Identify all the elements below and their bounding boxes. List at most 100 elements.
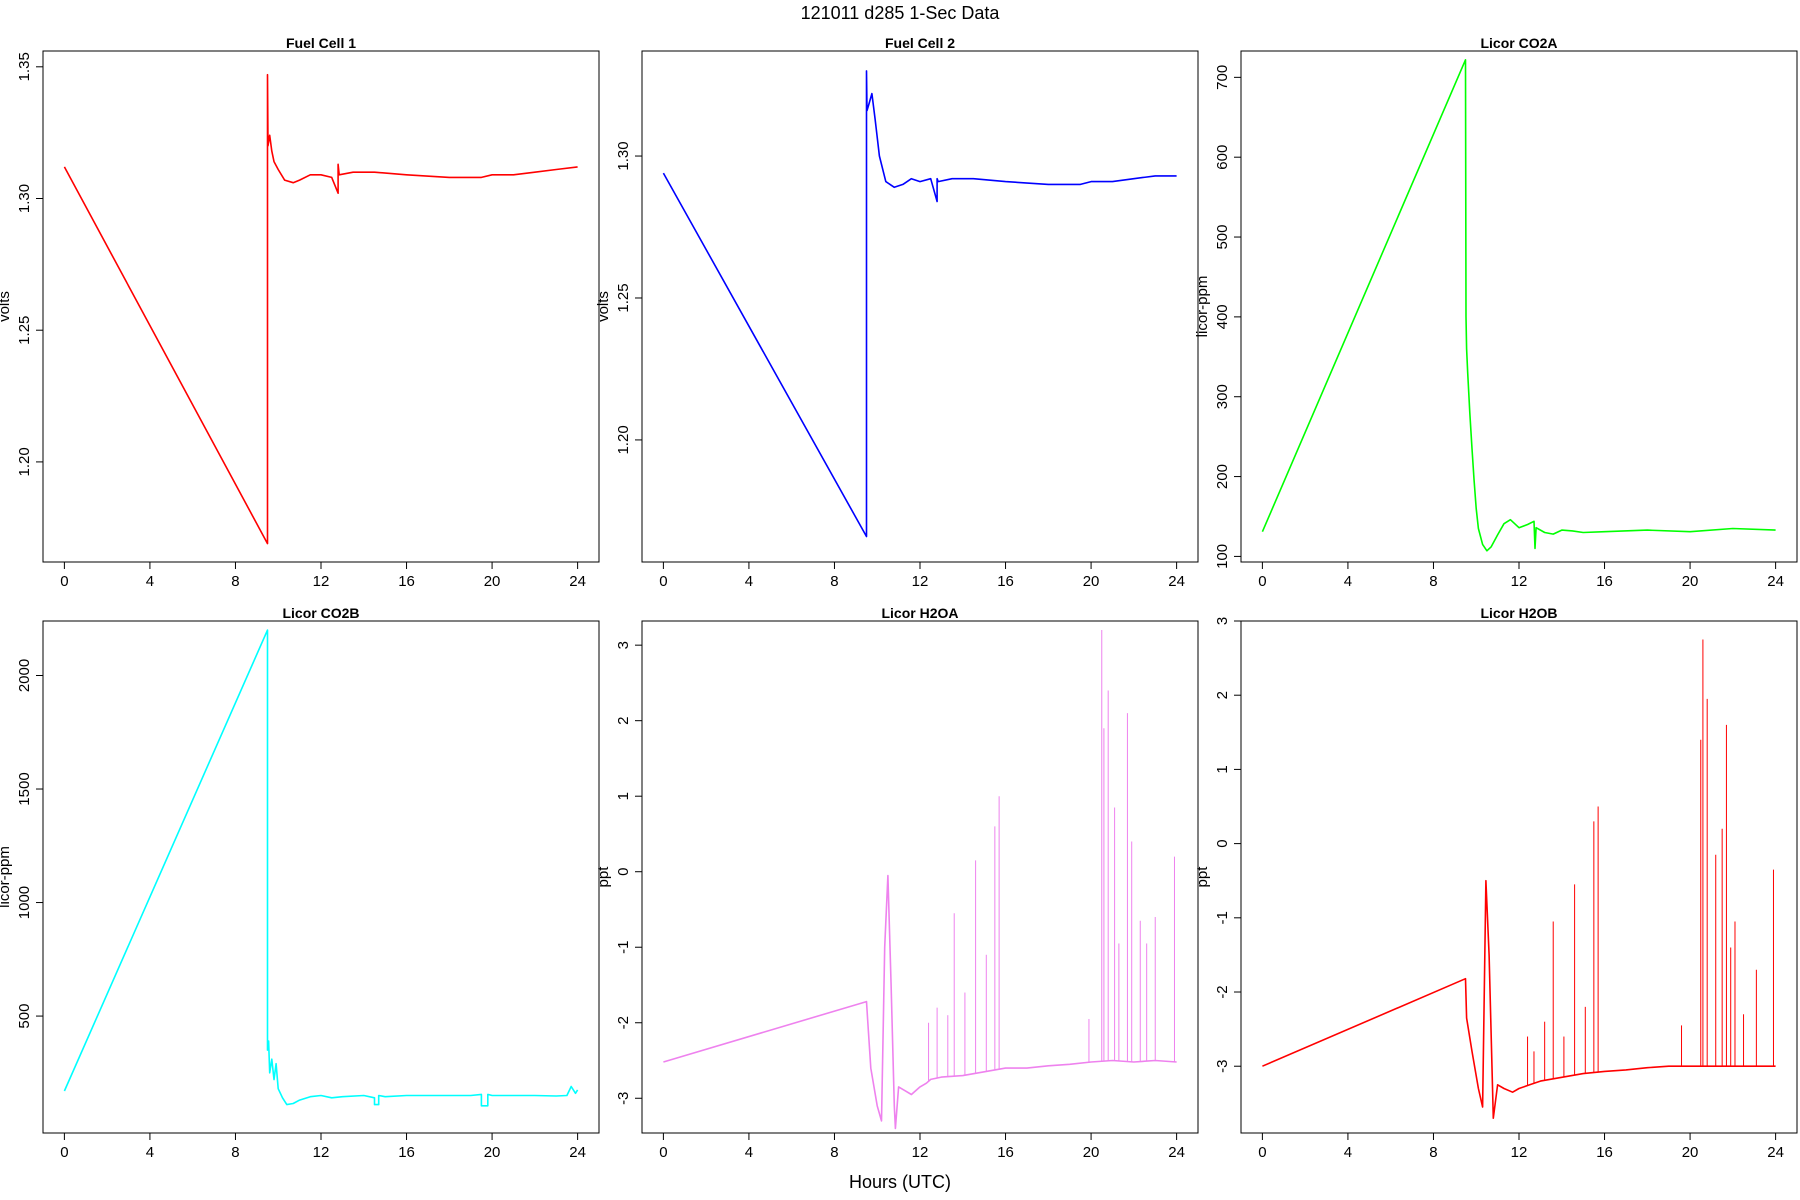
y-tick-label: -2 bbox=[615, 1016, 632, 1029]
series-line bbox=[1261, 59, 1776, 552]
x-tick-label: 12 bbox=[1511, 1144, 1528, 1161]
y-tick-label: 1.20 bbox=[16, 447, 33, 476]
x-tick-label: 8 bbox=[830, 1144, 838, 1161]
panel-3: Licor CO2A licor-ppm 0 4 8 12 16 20 24 100 200 300 4… bbox=[1194, 35, 1798, 590]
panel-title: Licor CO2A bbox=[1480, 35, 1557, 51]
x-tick-label: 20 bbox=[484, 1144, 501, 1161]
plot-frame bbox=[42, 50, 600, 563]
y-tick-label: 500 bbox=[1214, 225, 1231, 250]
plot-frame bbox=[42, 620, 600, 1134]
y-tick-label: 3 bbox=[1214, 617, 1231, 625]
x-tick-label: 0 bbox=[659, 1144, 667, 1161]
x-tick-label: 0 bbox=[1258, 573, 1266, 590]
y-tick-label: 1500 bbox=[16, 772, 33, 805]
x-tick-label: 20 bbox=[1083, 573, 1100, 590]
y-tick-label: 2 bbox=[1214, 691, 1231, 699]
y-tick-label: 0 bbox=[1214, 839, 1231, 847]
x-tick-label: 4 bbox=[146, 573, 154, 590]
x-tick-label: 24 bbox=[569, 573, 586, 590]
y-tick-label: -1 bbox=[1214, 911, 1231, 924]
x-tick-label: 16 bbox=[997, 1144, 1014, 1161]
y-tick-label: -3 bbox=[615, 1092, 632, 1105]
x-tick-label: 24 bbox=[1767, 1144, 1784, 1161]
x-tick-label: 8 bbox=[1429, 573, 1437, 590]
x-tick-label: 0 bbox=[659, 573, 667, 590]
x-tick-label: 20 bbox=[1682, 573, 1699, 590]
x-tick-label: 24 bbox=[1168, 573, 1185, 590]
series-line bbox=[63, 73, 578, 545]
panel-title: Fuel Cell 2 bbox=[885, 35, 955, 51]
y-axis-label: licor-ppm bbox=[0, 846, 13, 908]
y-tick-label: 1 bbox=[1214, 765, 1231, 773]
x-tick-label: 4 bbox=[745, 1144, 753, 1161]
y-tick-label: 1.35 bbox=[16, 52, 33, 81]
y-tick-label: -1 bbox=[615, 941, 632, 954]
panel-4: Licor CO2B licor-ppm 0 4 8 12 16 20 24 500 1000 150… bbox=[0, 605, 600, 1161]
x-tick-label: 12 bbox=[1511, 573, 1528, 590]
y-tick-label: -3 bbox=[1214, 1060, 1231, 1073]
panel-title: Licor CO2B bbox=[282, 605, 359, 621]
panel-title: Fuel Cell 1 bbox=[286, 35, 356, 51]
figure-xlabel: Hours (UTC) bbox=[849, 1172, 951, 1192]
plot-frame bbox=[1240, 50, 1798, 563]
x-tick-label: 4 bbox=[146, 1144, 154, 1161]
y-tick-label: 1 bbox=[615, 792, 632, 800]
y-tick-label: 3 bbox=[615, 641, 632, 649]
x-tick-label: 4 bbox=[745, 573, 753, 590]
panel-1: Fuel Cell 1 volts 0 4 8 12 16 20 24 1.20 1.25 1.30 1… bbox=[0, 35, 600, 590]
x-tick-label: 20 bbox=[1083, 1144, 1100, 1161]
y-axis-label: volts bbox=[595, 291, 612, 322]
panel-title: Licor H2OA bbox=[881, 605, 958, 621]
y-tick-label: 700 bbox=[1214, 65, 1231, 90]
x-tick-label: 0 bbox=[60, 1144, 68, 1161]
y-tick-label: 300 bbox=[1214, 384, 1231, 409]
y-axis-label: volts bbox=[0, 291, 13, 322]
x-tick-label: 4 bbox=[1344, 573, 1352, 590]
y-tick-label: -2 bbox=[1214, 985, 1231, 998]
x-tick-label: 0 bbox=[60, 573, 68, 590]
x-tick-label: 12 bbox=[912, 573, 929, 590]
x-tick-label: 20 bbox=[1682, 1144, 1699, 1161]
x-tick-label: 8 bbox=[231, 1144, 239, 1161]
y-tick-label: 600 bbox=[1214, 145, 1231, 170]
y-axis-label: ppt bbox=[595, 866, 612, 888]
series-line bbox=[662, 70, 1177, 538]
x-tick-label: 20 bbox=[484, 573, 501, 590]
y-tick-label: 1.30 bbox=[16, 184, 33, 213]
y-tick-label: 200 bbox=[1214, 464, 1231, 489]
y-tick-label: 500 bbox=[16, 1004, 33, 1029]
x-tick-label: 16 bbox=[997, 573, 1014, 590]
x-tick-label: 24 bbox=[569, 1144, 586, 1161]
figure-title: 121011 d285 1-Sec Data bbox=[801, 3, 1001, 23]
plot-frame bbox=[641, 50, 1199, 563]
x-tick-label: 8 bbox=[1429, 1144, 1437, 1161]
x-tick-label: 16 bbox=[1596, 573, 1613, 590]
x-tick-label: 16 bbox=[1596, 1144, 1613, 1161]
x-tick-label: 24 bbox=[1168, 1144, 1185, 1161]
panel-title: Licor H2OB bbox=[1480, 605, 1557, 621]
y-axis-label: ppt bbox=[1194, 866, 1211, 888]
x-tick-label: 12 bbox=[313, 1144, 330, 1161]
x-tick-label: 16 bbox=[398, 573, 415, 590]
y-tick-label: 100 bbox=[1214, 544, 1231, 569]
series-line bbox=[63, 629, 579, 1107]
x-tick-label: 4 bbox=[1344, 1144, 1352, 1161]
y-tick-label: 1.20 bbox=[615, 425, 632, 454]
y-tick-label: 1.30 bbox=[615, 141, 632, 170]
y-axis-label: licor-ppm bbox=[1194, 276, 1211, 338]
y-tick-label: 0 bbox=[615, 868, 632, 876]
y-tick-label: 1000 bbox=[16, 886, 33, 919]
series-line bbox=[663, 874, 1177, 1130]
y-tick-label: 1.25 bbox=[16, 316, 33, 345]
x-tick-label: 24 bbox=[1767, 573, 1784, 590]
x-tick-label: 12 bbox=[912, 1144, 929, 1161]
x-tick-label: 16 bbox=[398, 1144, 415, 1161]
plot-frame bbox=[1240, 620, 1798, 1134]
x-tick-label: 8 bbox=[830, 573, 838, 590]
y-tick-label: 2 bbox=[615, 717, 632, 725]
panel-2: Fuel Cell 2 volts 0 4 8 12 16 20 24 1.20 1.25 1.30 bbox=[595, 35, 1199, 590]
y-tick-label: 400 bbox=[1214, 304, 1231, 329]
